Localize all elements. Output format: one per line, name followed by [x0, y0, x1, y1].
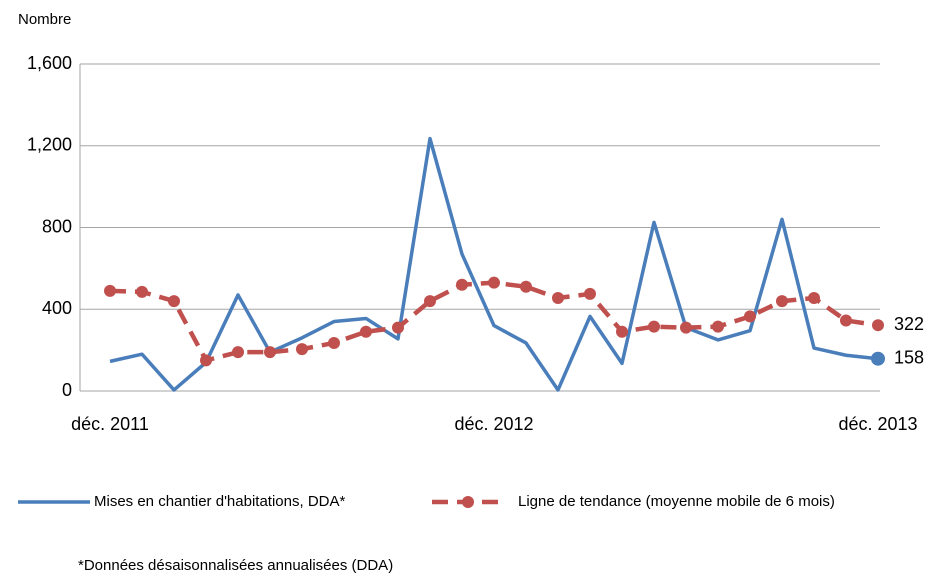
- point-marker: [520, 280, 532, 293]
- point-marker: [744, 310, 756, 323]
- legend-label: Ligne de tendance (moyenne mobile de 6 m…: [518, 493, 835, 510]
- point-marker: [488, 276, 500, 289]
- y-tick-label: 800: [42, 216, 72, 236]
- value-label: 158: [894, 347, 924, 367]
- point-marker: [871, 351, 885, 366]
- point-marker: [840, 314, 852, 327]
- point-marker: [168, 295, 180, 308]
- y-tick-label: 0: [62, 380, 72, 400]
- point-marker: [808, 292, 820, 305]
- x-tick-label: déc. 2012: [454, 414, 533, 434]
- y-tick-label: 400: [42, 298, 72, 318]
- point-marker: [296, 343, 308, 356]
- legend-label: Mises en chantier d'habitations, DDA*: [94, 493, 345, 510]
- point-marker: [872, 319, 884, 332]
- point-marker: [616, 325, 628, 338]
- y-tick-label: 1,200: [27, 135, 72, 155]
- legend-marker: [462, 496, 474, 508]
- point-marker: [680, 321, 692, 334]
- point-marker: [328, 336, 340, 349]
- point-marker: [712, 320, 724, 333]
- point-marker: [264, 346, 276, 359]
- point-marker: [424, 295, 436, 308]
- point-marker: [456, 278, 468, 291]
- point-marker: [136, 285, 148, 298]
- point-marker: [104, 284, 116, 297]
- value-label: 322: [894, 314, 924, 334]
- x-tick-label: déc. 2013: [838, 414, 917, 434]
- point-marker: [360, 325, 372, 338]
- footnote: *Données désaisonnalisées annualisées (D…: [78, 557, 393, 574]
- point-marker: [648, 320, 660, 333]
- point-marker: [392, 321, 404, 334]
- series-line: [109, 136, 879, 392]
- point-marker: [200, 354, 212, 367]
- y-tick-label: 1,600: [27, 53, 72, 73]
- x-tick-label: déc. 2011: [71, 414, 149, 434]
- point-marker: [552, 292, 564, 305]
- point-marker: [584, 287, 596, 300]
- y-axis-label: Nombre: [18, 11, 71, 28]
- point-marker: [232, 346, 244, 359]
- point-marker: [776, 295, 788, 308]
